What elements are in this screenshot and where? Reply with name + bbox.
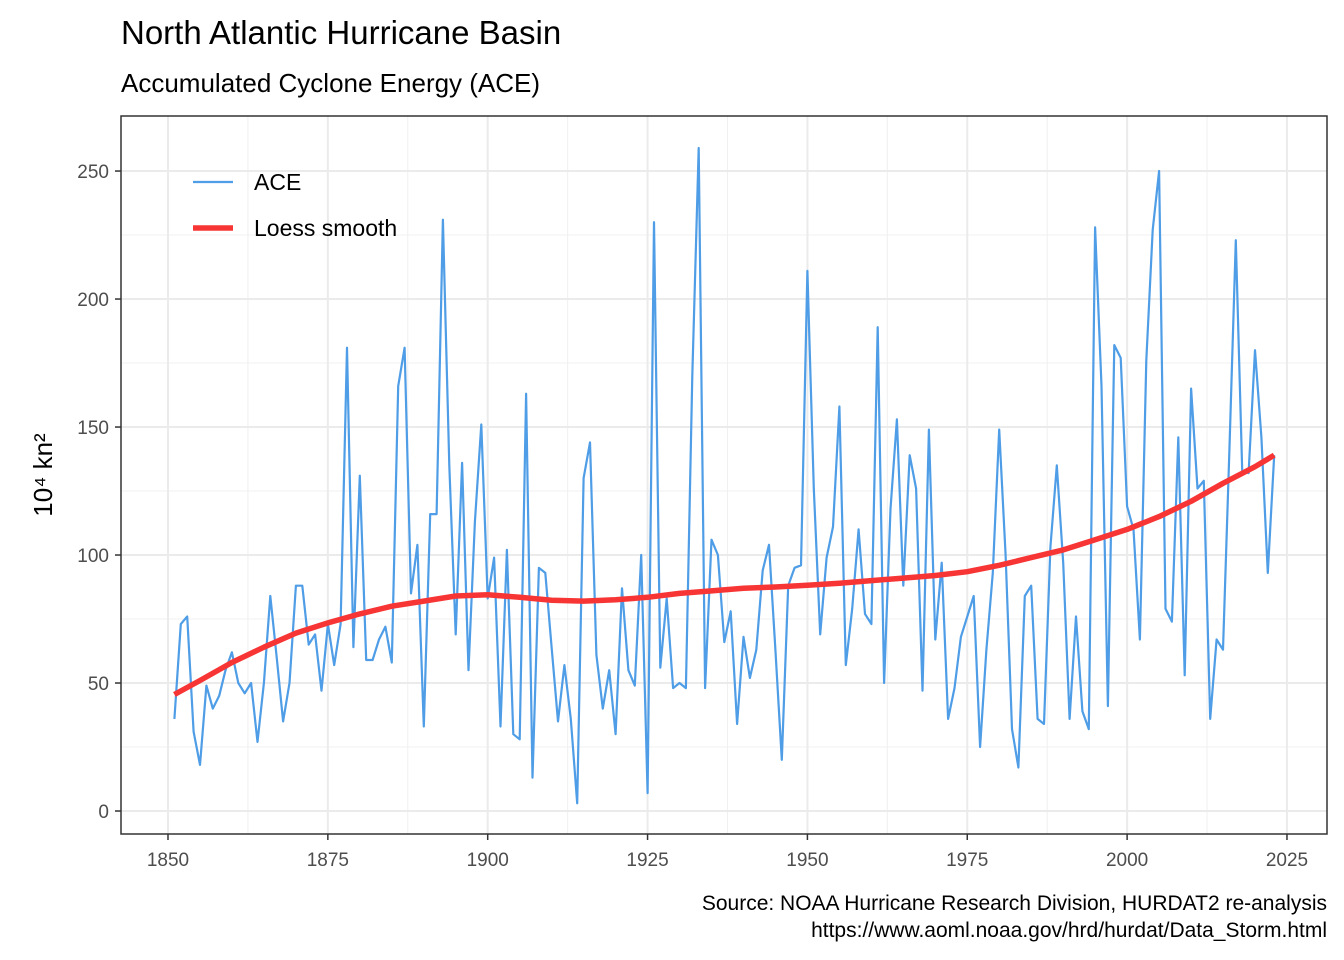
y-tick-label: 100 [77,546,109,567]
y-tick-label: 250 [77,162,109,183]
y-tick-label: 50 [88,674,109,695]
smooth-line [173,452,1276,697]
x-tick-label: 1850 [147,850,189,871]
x-tick-label: 1875 [307,850,349,871]
y-tick-label: 0 [98,802,109,823]
x-tick-label: 1900 [467,850,509,871]
chart-title: North Atlantic Hurricane Basin [121,14,561,51]
legend-label: ACE [254,169,301,195]
caption: https://www.aoml.noaa.gov/hrd/hurdat/Dat… [811,919,1327,942]
ace-line [173,146,1276,805]
x-tick-label: 2025 [1266,850,1308,871]
y-axis-label: 10⁴ kn² [28,433,58,517]
x-tick-label: 2000 [1106,850,1148,871]
x-tick-label: 1925 [626,850,668,871]
chart-subtitle: Accumulated Cyclone Energy (ACE) [121,68,540,98]
x-tick-label: 1950 [786,850,828,871]
y-tick-label: 150 [77,418,109,439]
legend-label: Loess smooth [254,215,397,241]
panel-border [120,115,1328,835]
y-tick-label: 200 [77,290,109,311]
x-tick-label: 1975 [946,850,988,871]
caption: Source: NOAA Hurricane Research Division… [702,892,1327,915]
